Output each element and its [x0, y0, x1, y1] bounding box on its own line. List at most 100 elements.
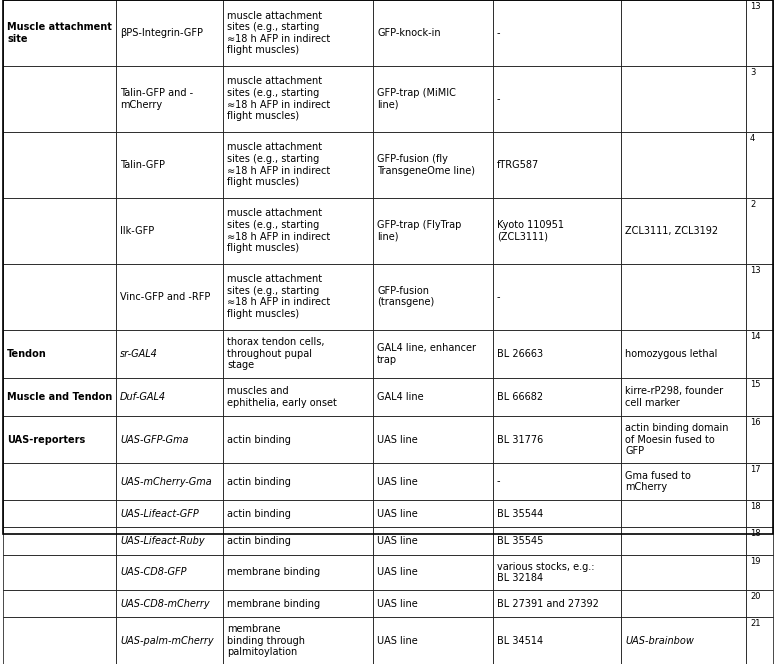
Bar	[493, 590, 621, 618]
Bar	[493, 66, 621, 132]
Bar	[746, 527, 773, 554]
Text: 15: 15	[750, 380, 760, 389]
Text: Tendon: Tendon	[7, 349, 47, 359]
Text: 14: 14	[750, 331, 760, 341]
Text: BL 35544: BL 35544	[497, 509, 543, 519]
Text: -: -	[497, 477, 501, 487]
Text: homozygous lethal: homozygous lethal	[625, 349, 717, 359]
Bar	[621, 329, 746, 378]
Bar	[373, 416, 493, 463]
Bar	[621, 500, 746, 527]
Bar	[621, 618, 746, 664]
Bar	[3, 198, 116, 264]
Text: Talin-GFP: Talin-GFP	[120, 160, 165, 170]
Text: 21: 21	[750, 620, 760, 628]
Bar	[116, 463, 223, 500]
Text: GAL4 line, enhancer
trap: GAL4 line, enhancer trap	[377, 343, 476, 365]
Text: membrane
binding through
palmitoylation: membrane binding through palmitoylation	[227, 624, 305, 657]
Bar	[223, 527, 373, 554]
Bar	[493, 264, 621, 329]
Text: ZCL3111, ZCL3192: ZCL3111, ZCL3192	[625, 226, 718, 236]
Text: 19: 19	[750, 556, 760, 566]
Bar	[116, 264, 223, 329]
Bar	[223, 0, 373, 66]
Bar	[3, 416, 116, 463]
Text: UAS-palm-mCherry: UAS-palm-mCherry	[120, 635, 213, 645]
Text: UAS-GFP-Gma: UAS-GFP-Gma	[120, 435, 189, 445]
Bar	[493, 463, 621, 500]
Bar	[373, 554, 493, 590]
Text: actin binding: actin binding	[227, 509, 291, 519]
Bar	[3, 132, 116, 198]
Bar	[746, 618, 773, 664]
Text: GFP-knock-in: GFP-knock-in	[377, 28, 441, 38]
Text: muscle attachment
sites (e.g., starting
≈18 h AFP in indirect
flight muscles): muscle attachment sites (e.g., starting …	[227, 76, 331, 122]
Bar	[373, 264, 493, 329]
Bar	[223, 463, 373, 500]
Text: GFP-fusion
(transgene): GFP-fusion (transgene)	[377, 286, 435, 307]
Text: UAS line: UAS line	[377, 635, 417, 645]
Text: Muscle attachment
site: Muscle attachment site	[7, 22, 112, 44]
Text: muscle attachment
sites (e.g., starting
≈18 h AFP in indirect
flight muscles): muscle attachment sites (e.g., starting …	[227, 274, 331, 319]
Bar	[3, 618, 116, 664]
Bar	[373, 590, 493, 618]
Bar	[373, 618, 493, 664]
Bar	[3, 264, 116, 329]
Bar	[493, 198, 621, 264]
Bar	[621, 554, 746, 590]
Text: actin binding: actin binding	[227, 536, 291, 546]
Text: muscle attachment
sites (e.g., starting
≈18 h AFP in indirect
flight muscles): muscle attachment sites (e.g., starting …	[227, 208, 331, 253]
Text: Muscle and Tendon: Muscle and Tendon	[7, 392, 113, 402]
Text: BL 66682: BL 66682	[497, 392, 543, 402]
Bar	[746, 0, 773, 66]
Text: GFP-fusion (fly
TransgeneOme line): GFP-fusion (fly TransgeneOme line)	[377, 154, 475, 175]
Text: UAS line: UAS line	[377, 567, 417, 578]
Text: 13: 13	[750, 266, 760, 275]
Bar	[3, 463, 116, 500]
Bar	[746, 264, 773, 329]
Bar	[116, 132, 223, 198]
Bar	[116, 416, 223, 463]
Bar	[223, 378, 373, 416]
Bar	[621, 378, 746, 416]
Text: UAS-brainbow: UAS-brainbow	[625, 635, 694, 645]
Bar	[3, 378, 116, 416]
Bar	[223, 66, 373, 132]
Bar	[116, 500, 223, 527]
Text: BL 31776: BL 31776	[497, 435, 543, 445]
Bar	[223, 264, 373, 329]
Bar	[493, 554, 621, 590]
Text: 17: 17	[750, 465, 760, 474]
Text: UAS-reporters: UAS-reporters	[7, 435, 85, 445]
Bar	[116, 329, 223, 378]
Bar	[116, 198, 223, 264]
Bar	[116, 618, 223, 664]
Text: UAS line: UAS line	[377, 599, 417, 609]
Text: Gma fused to
mCherry: Gma fused to mCherry	[625, 471, 691, 492]
Text: GFP-trap (FlyTrap
line): GFP-trap (FlyTrap line)	[377, 220, 462, 242]
Bar	[223, 416, 373, 463]
Text: BL 27391 and 27392: BL 27391 and 27392	[497, 599, 599, 609]
Text: UAS-Lifeact-GFP: UAS-Lifeact-GFP	[120, 509, 199, 519]
Bar	[116, 378, 223, 416]
Text: actin binding domain
of Moesin fused to
GFP: actin binding domain of Moesin fused to …	[625, 423, 729, 456]
Bar	[493, 0, 621, 66]
Bar	[3, 590, 116, 618]
Bar	[746, 554, 773, 590]
Bar	[3, 66, 116, 132]
Bar	[3, 0, 116, 66]
Bar	[223, 329, 373, 378]
Text: fTRG587: fTRG587	[497, 160, 539, 170]
Bar	[746, 416, 773, 463]
Text: Duf-GAL4: Duf-GAL4	[120, 392, 166, 402]
Bar	[493, 618, 621, 664]
Text: -: -	[497, 291, 501, 301]
Text: UAS-CD8-mCherry: UAS-CD8-mCherry	[120, 599, 210, 609]
Bar	[223, 500, 373, 527]
Text: UAS-CD8-GFP: UAS-CD8-GFP	[120, 567, 186, 578]
Text: UAS line: UAS line	[377, 435, 417, 445]
Text: kirre-rP298, founder
cell marker: kirre-rP298, founder cell marker	[625, 386, 723, 408]
Bar	[746, 198, 773, 264]
Text: 4: 4	[750, 134, 755, 143]
Bar	[223, 554, 373, 590]
